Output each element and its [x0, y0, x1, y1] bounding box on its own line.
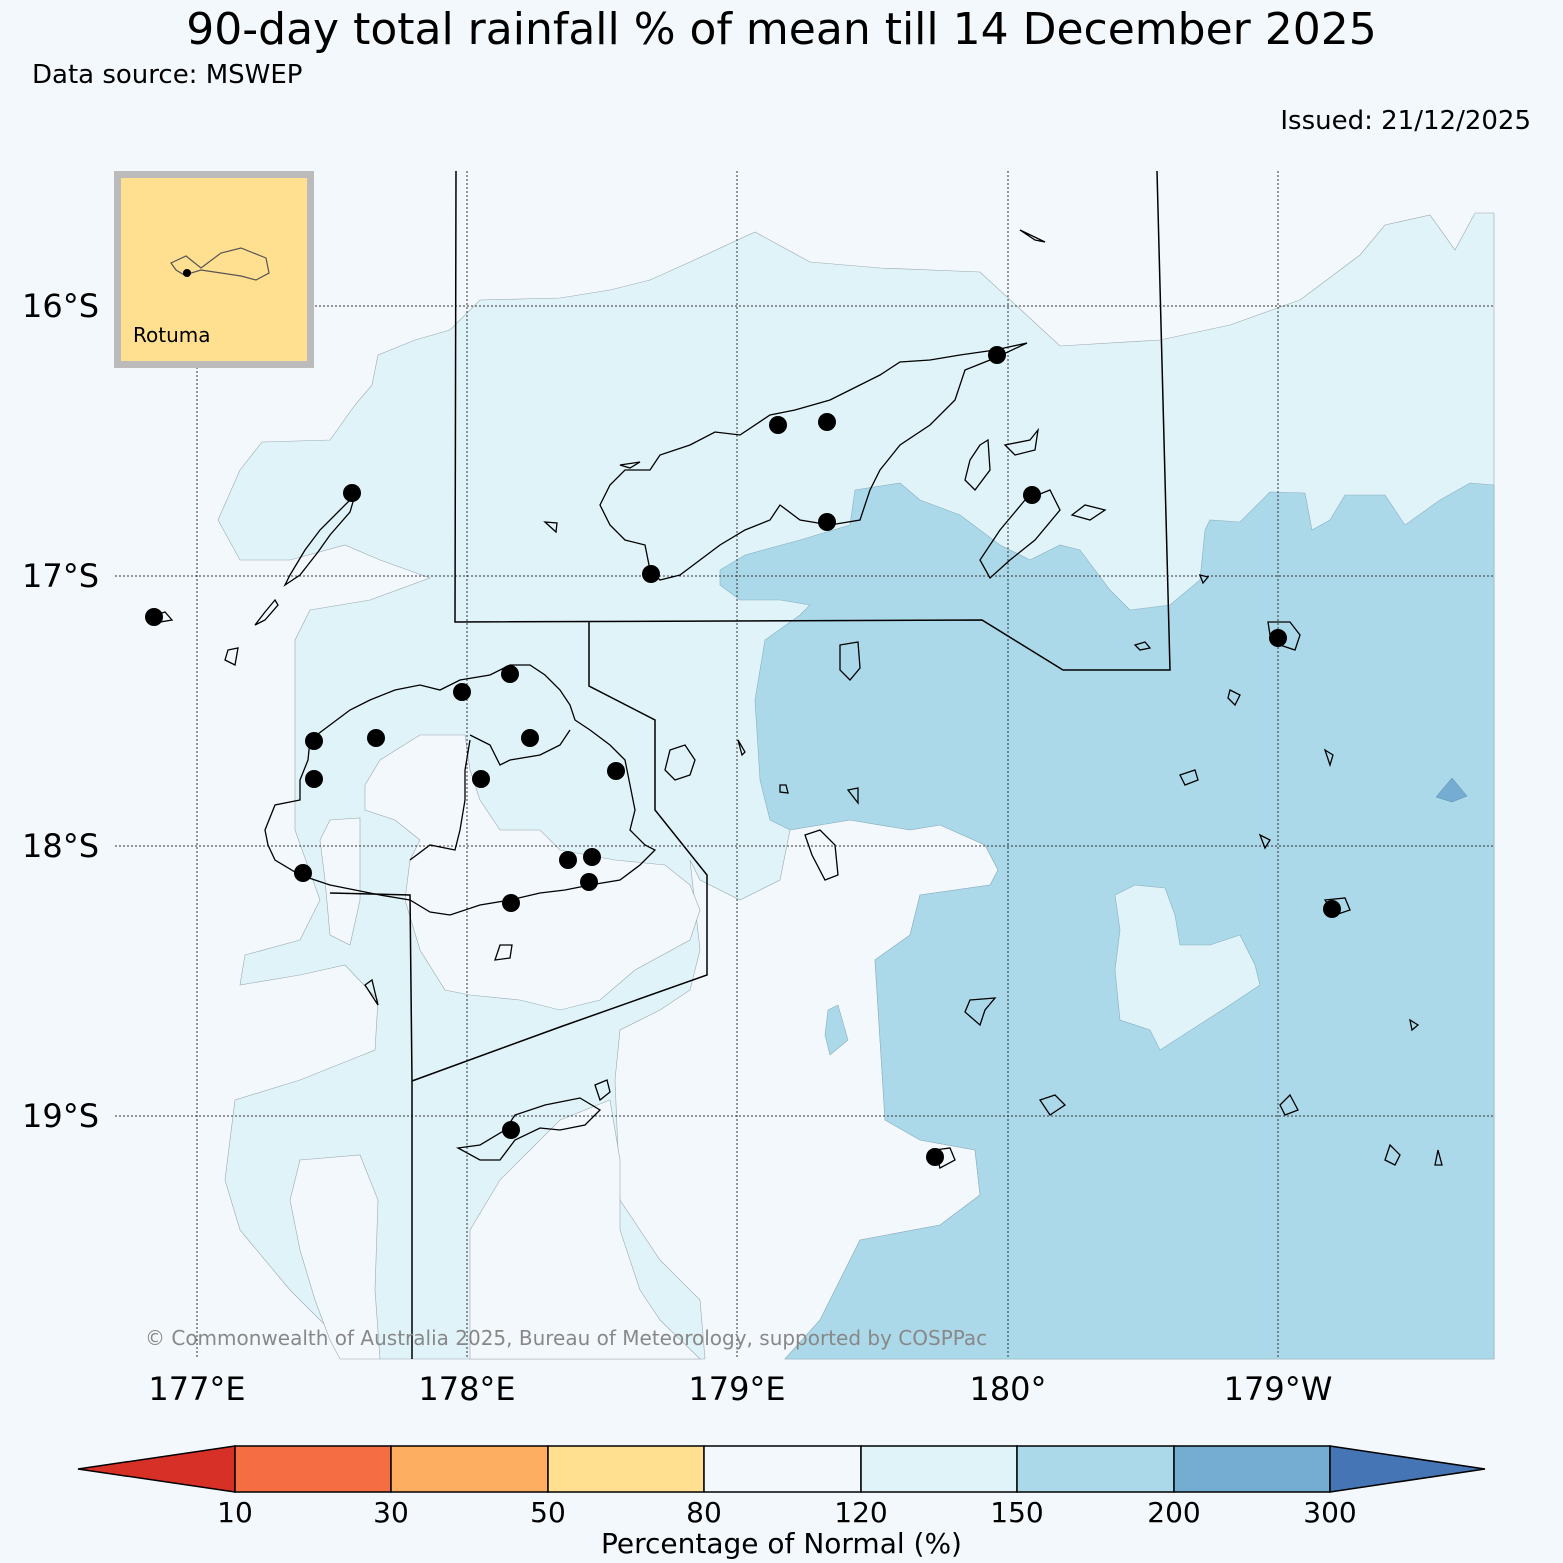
inset-label: Rotuma — [133, 323, 211, 347]
station-markers — [145, 346, 1341, 1166]
colorbar-tick: 10 — [217, 1496, 253, 1529]
graticule — [115, 171, 1494, 1359]
lat-label-16s: 16°S — [22, 287, 100, 325]
lon-label-178e: 178°E — [418, 1370, 516, 1408]
colorbar-tick: 200 — [1147, 1496, 1201, 1529]
lon-label-179w: 179°W — [1223, 1370, 1333, 1408]
contour-150-200 — [719, 482, 1495, 1360]
page-title: 90-day total rainfall % of mean till 14 … — [186, 4, 1377, 55]
lon-label-177e: 177°E — [148, 1370, 246, 1408]
coastlines — [153, 229, 1443, 1169]
colorbar — [77, 1445, 1486, 1493]
colorbar-high-extension — [1329, 1445, 1486, 1493]
colorbar-tick: 300 — [1303, 1496, 1357, 1529]
lon-label-179e: 179°E — [688, 1370, 786, 1408]
colorbar-bin-150-200 — [1016, 1445, 1175, 1493]
lat-label-19s: 19°S — [22, 1097, 100, 1135]
colorbar-tick: 150 — [990, 1496, 1044, 1529]
data-source-label: Data source: MSWEP — [32, 60, 303, 90]
colorbar-bin-10-30 — [234, 1445, 392, 1493]
colorbar-tick: 120 — [834, 1496, 888, 1529]
copyright-notice: © Commonwealth of Australia 2025, Bureau… — [145, 1326, 988, 1350]
colorbar-tick: 50 — [530, 1496, 566, 1529]
lon-label-180: 180° — [969, 1370, 1047, 1408]
colorbar-low-extension — [77, 1445, 236, 1493]
rotuma-inset: Rotuma — [114, 171, 314, 368]
colorbar-bin-30-50 — [390, 1445, 549, 1493]
lat-label-18s: 18°S — [22, 827, 100, 865]
colorbar-bin-50-80 — [547, 1445, 705, 1493]
rotuma-inset-map — [170, 247, 270, 281]
colorbar-bin-200-300 — [1173, 1445, 1331, 1493]
colorbar-bin-120-150 — [860, 1445, 1018, 1493]
lat-label-17s: 17°S — [22, 557, 100, 595]
division-boundaries — [329, 170, 1171, 1359]
colorbar-tick: 30 — [373, 1496, 409, 1529]
colorbar-title: Percentage of Normal (%) — [601, 1527, 962, 1560]
rotuma-station-marker — [183, 269, 191, 277]
colorbar-bin-80-120 — [703, 1445, 862, 1493]
issued-date-label: Issued: 21/12/2025 — [1280, 106, 1531, 136]
contour-200-300 — [1435, 777, 1468, 803]
colorbar-tick: 80 — [686, 1496, 722, 1529]
